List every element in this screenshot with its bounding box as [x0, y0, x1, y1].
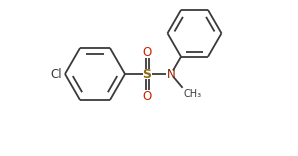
Text: CH₃: CH₃ — [184, 89, 202, 99]
Text: S: S — [142, 68, 151, 80]
Text: N: N — [167, 68, 176, 80]
Text: O: O — [142, 46, 152, 58]
Text: Cl: Cl — [50, 68, 62, 80]
Text: O: O — [142, 90, 152, 102]
